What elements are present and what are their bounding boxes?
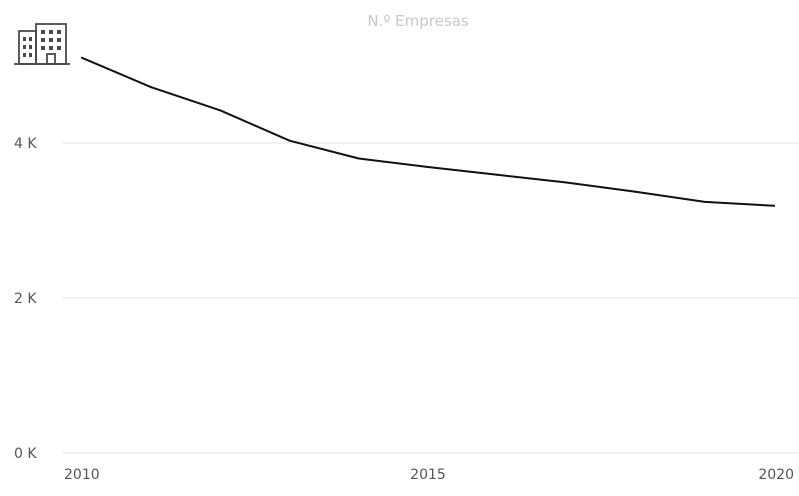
office-building-icon [14, 23, 70, 65]
data-point [496, 173, 499, 176]
data-point [427, 166, 429, 169]
data-point [703, 200, 706, 203]
y-axis: 0 K 2 K 4 K [14, 136, 37, 462]
chart-title: N.º Empresas [367, 12, 469, 30]
data-point [150, 86, 153, 89]
y-tick-label: 0 K [14, 446, 37, 462]
data-point [357, 157, 360, 160]
data-point [219, 109, 222, 112]
x-tick-label: 2020 [758, 467, 794, 483]
x-tick-label: 2010 [64, 467, 100, 483]
data-point [634, 190, 637, 193]
gridlines [62, 142, 799, 454]
y-tick-label: 4 K [14, 136, 37, 152]
data-point [773, 204, 775, 207]
x-tick-label: 2015 [410, 467, 446, 483]
data-point [81, 56, 83, 59]
y-tick-label: 2 K [14, 291, 37, 307]
series-layer [81, 56, 775, 207]
data-point [565, 181, 568, 184]
x-axis: 2010 2015 2020 [64, 467, 794, 483]
series-line-0 [81, 56, 775, 207]
data-point [288, 139, 291, 142]
